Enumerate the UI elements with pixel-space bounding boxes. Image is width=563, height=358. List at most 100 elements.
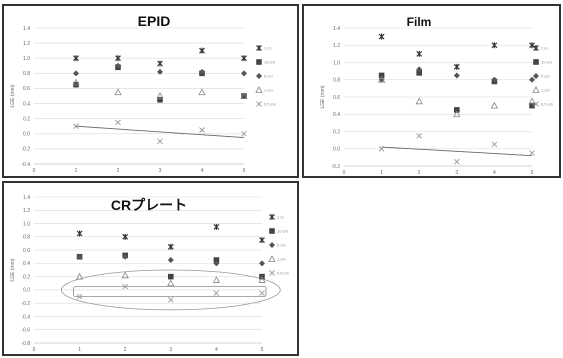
x-tick-label: 5 — [243, 168, 246, 174]
star-marker — [453, 63, 460, 70]
triangle-marker — [75, 272, 84, 280]
square-marker — [378, 72, 385, 79]
diamond-marker — [259, 260, 265, 267]
y-tick-label: -0.6 — [21, 328, 30, 334]
triangle-marker — [490, 101, 499, 109]
triangle-marker — [240, 92, 248, 99]
x-marker — [167, 297, 174, 303]
triangle-marker — [532, 86, 540, 93]
x-marker — [378, 145, 385, 152]
x-tick-label: 1 — [75, 168, 78, 174]
diamond-marker — [269, 242, 275, 248]
star-marker — [199, 47, 205, 54]
y-tick-label: 0.0 — [333, 147, 340, 153]
legend-label: 0.5 cm — [264, 102, 277, 107]
x-tick-label: 2 — [124, 347, 127, 353]
legend-label: 10 cm — [277, 229, 289, 234]
triangle-marker — [121, 271, 129, 279]
legend-label: 1 m — [264, 46, 271, 51]
triangle-marker — [255, 86, 263, 93]
x-marker — [453, 158, 460, 165]
triangle-marker — [258, 276, 266, 283]
y-axis-label: LGE (mm) — [10, 258, 16, 281]
x-marker — [533, 101, 539, 107]
x-marker — [157, 138, 163, 145]
x-tick-label: 0 — [343, 170, 346, 176]
triangle-marker — [114, 88, 122, 96]
star-marker — [167, 243, 174, 250]
x-tick-label: 0 — [33, 347, 36, 353]
triangle-marker — [212, 276, 221, 283]
triangle-marker — [453, 110, 461, 118]
x-marker — [76, 293, 83, 300]
square-marker — [269, 228, 275, 234]
y-axis-label: LGE (mm) — [10, 84, 16, 107]
y-tick-label: 1.2 — [23, 41, 30, 47]
y-tick-label: 1.0 — [23, 56, 30, 62]
y-tick-label: 1.4 — [333, 26, 340, 32]
x-tick-label: 4 — [215, 347, 218, 353]
star-marker — [491, 42, 498, 49]
legend-label: 5 cm — [277, 243, 286, 248]
x-tick-label: 3 — [159, 168, 162, 174]
y-tick-label: 0.6 — [333, 95, 340, 101]
star-marker — [73, 55, 79, 62]
legend-label: 10 cm — [264, 60, 276, 65]
y-tick-label: 1.0 — [333, 60, 340, 66]
legend-label: 0.5 cm — [541, 102, 554, 107]
y-tick-label: -0.8 — [21, 341, 30, 347]
x-marker — [529, 150, 535, 156]
y-tick-label: 0.8 — [23, 235, 30, 241]
x-tick-label: 1 — [380, 170, 383, 176]
legend-label: 1 cm — [277, 257, 286, 262]
x-tick-label: 3 — [169, 347, 172, 353]
y-tick-label: 0.4 — [333, 112, 340, 118]
y-tick-label: 0.2 — [23, 274, 30, 280]
x-marker — [241, 130, 247, 137]
diamond-marker — [73, 70, 79, 77]
y-tick-label: 0.6 — [23, 86, 30, 92]
star-marker — [122, 233, 129, 240]
star-marker — [76, 230, 83, 237]
y-tick-label: 0.0 — [23, 288, 30, 294]
star-marker — [213, 223, 220, 230]
y-tick-label: 1.0 — [23, 221, 30, 227]
y-tick-label: 1.2 — [23, 208, 30, 214]
x-marker — [269, 270, 275, 276]
diamond-marker — [76, 253, 83, 260]
y-tick-label: -0.4 — [21, 162, 30, 168]
y-tick-label: 1.4 — [23, 26, 30, 32]
x-marker — [416, 132, 423, 139]
star-marker — [529, 42, 535, 49]
x-tick-label: 5 — [261, 347, 264, 353]
highlight-box — [73, 286, 267, 297]
triangle-marker — [167, 279, 175, 287]
x-tick-label: 0 — [33, 168, 36, 174]
legend-label: 5 cm — [264, 74, 273, 79]
triangle-marker — [198, 88, 206, 96]
star-marker — [416, 50, 423, 57]
diamond-marker — [256, 73, 262, 79]
y-tick-label: 0.6 — [23, 248, 30, 254]
diamond-marker — [122, 253, 129, 260]
star-marker — [157, 60, 163, 67]
x-tick-label: 1 — [78, 347, 81, 353]
scatter-chart-epid: 1.4 1.2 1.0 0.8 0.6 0.4 0.2 0.0 -0.2 -0.40 1 2 3 4 5 LG… — [10, 13, 277, 174]
chart-title: CRプレート — [111, 197, 187, 213]
x-tick-label: 4 — [201, 168, 204, 174]
trendline — [381, 146, 533, 157]
x-tick-label: 2 — [418, 170, 421, 176]
legend-label: 0.5 cm — [277, 271, 290, 276]
x-tick-label: 2 — [117, 168, 120, 174]
y-tick-label: 0.2 — [23, 116, 30, 122]
legend-label: 5 cm — [541, 74, 550, 79]
star-marker — [241, 55, 247, 62]
square-marker — [454, 107, 460, 113]
chart-panel-film: 1.4 1.2 1.0 0.8 0.6 0.4 0.2 0.0 -0.2 0 1 2 3 4 5 LGE (m… — [302, 4, 561, 178]
legend-label: 1 m — [541, 46, 548, 51]
y-tick-label: 0.8 — [23, 71, 30, 77]
diamond-marker — [529, 76, 535, 83]
x-tick-label: 3 — [455, 170, 458, 176]
y-tick-label: 1.2 — [333, 43, 340, 49]
square-marker — [256, 59, 262, 65]
